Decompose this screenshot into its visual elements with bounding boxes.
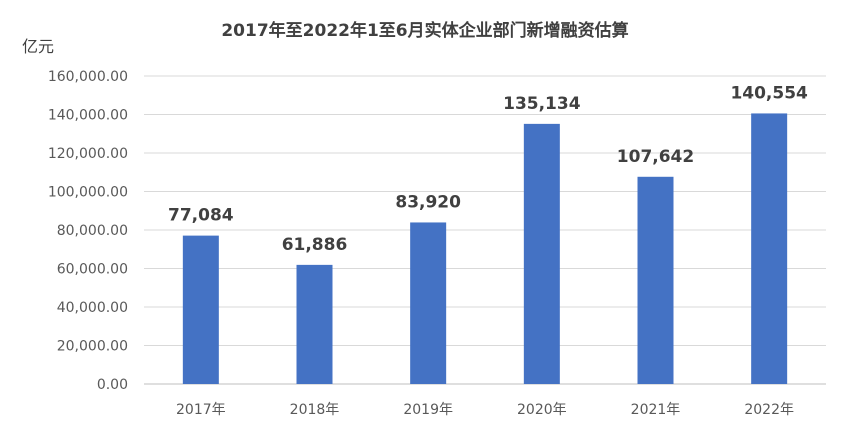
bars [182, 113, 788, 385]
x-tick-label: 2022年 [744, 402, 794, 418]
data-label: 107,642 [617, 147, 694, 167]
data-label: 83,920 [395, 192, 461, 212]
y-unit-label: 亿元 [22, 37, 54, 56]
y-tick-label: 80,000.00 [57, 223, 128, 239]
y-axis-ticks: 0.00 20,000.00 40,000.00 60,000.00 80,000.00… [48, 69, 128, 393]
data-label: 61,886 [282, 235, 348, 255]
x-tick-label: 2020年 [517, 402, 567, 418]
y-tick-label: 20,000.00 [57, 339, 128, 355]
y-tick-label: 140,000.00 [48, 108, 128, 124]
chart-title: 2017年至2022年1至6月实体企业部门新增融资估算 [221, 20, 628, 41]
y-tick-label: 100,000.00 [48, 185, 128, 201]
y-tick-label: 0.00 [97, 377, 128, 393]
gridlines [144, 75, 826, 385]
x-tick-label: 2019年 [403, 402, 453, 418]
data-label: 77,084 [168, 206, 234, 226]
bar [410, 222, 447, 384]
bar [751, 113, 788, 385]
data-labels: 77,084 61,886 83,920 135,134 107,642 140,554 [168, 83, 808, 254]
y-tick-label: 120,000.00 [48, 146, 128, 162]
x-tick-label: 2018年 [290, 402, 340, 418]
y-tick-label: 160,000.00 [48, 69, 128, 85]
x-tick-label: 2021年 [631, 402, 681, 418]
x-axis-ticks: 2017年 2018年 2019年 2020年 2021年 2022年 [176, 402, 794, 418]
bar [523, 123, 560, 384]
bar [182, 235, 219, 384]
data-label: 140,554 [730, 83, 808, 103]
x-tick-label: 2017年 [176, 402, 226, 418]
data-label: 135,134 [503, 94, 581, 114]
bar [637, 176, 674, 384]
y-tick-label: 40,000.00 [57, 300, 128, 316]
bar [296, 264, 333, 384]
y-tick-label: 60,000.00 [57, 262, 128, 278]
